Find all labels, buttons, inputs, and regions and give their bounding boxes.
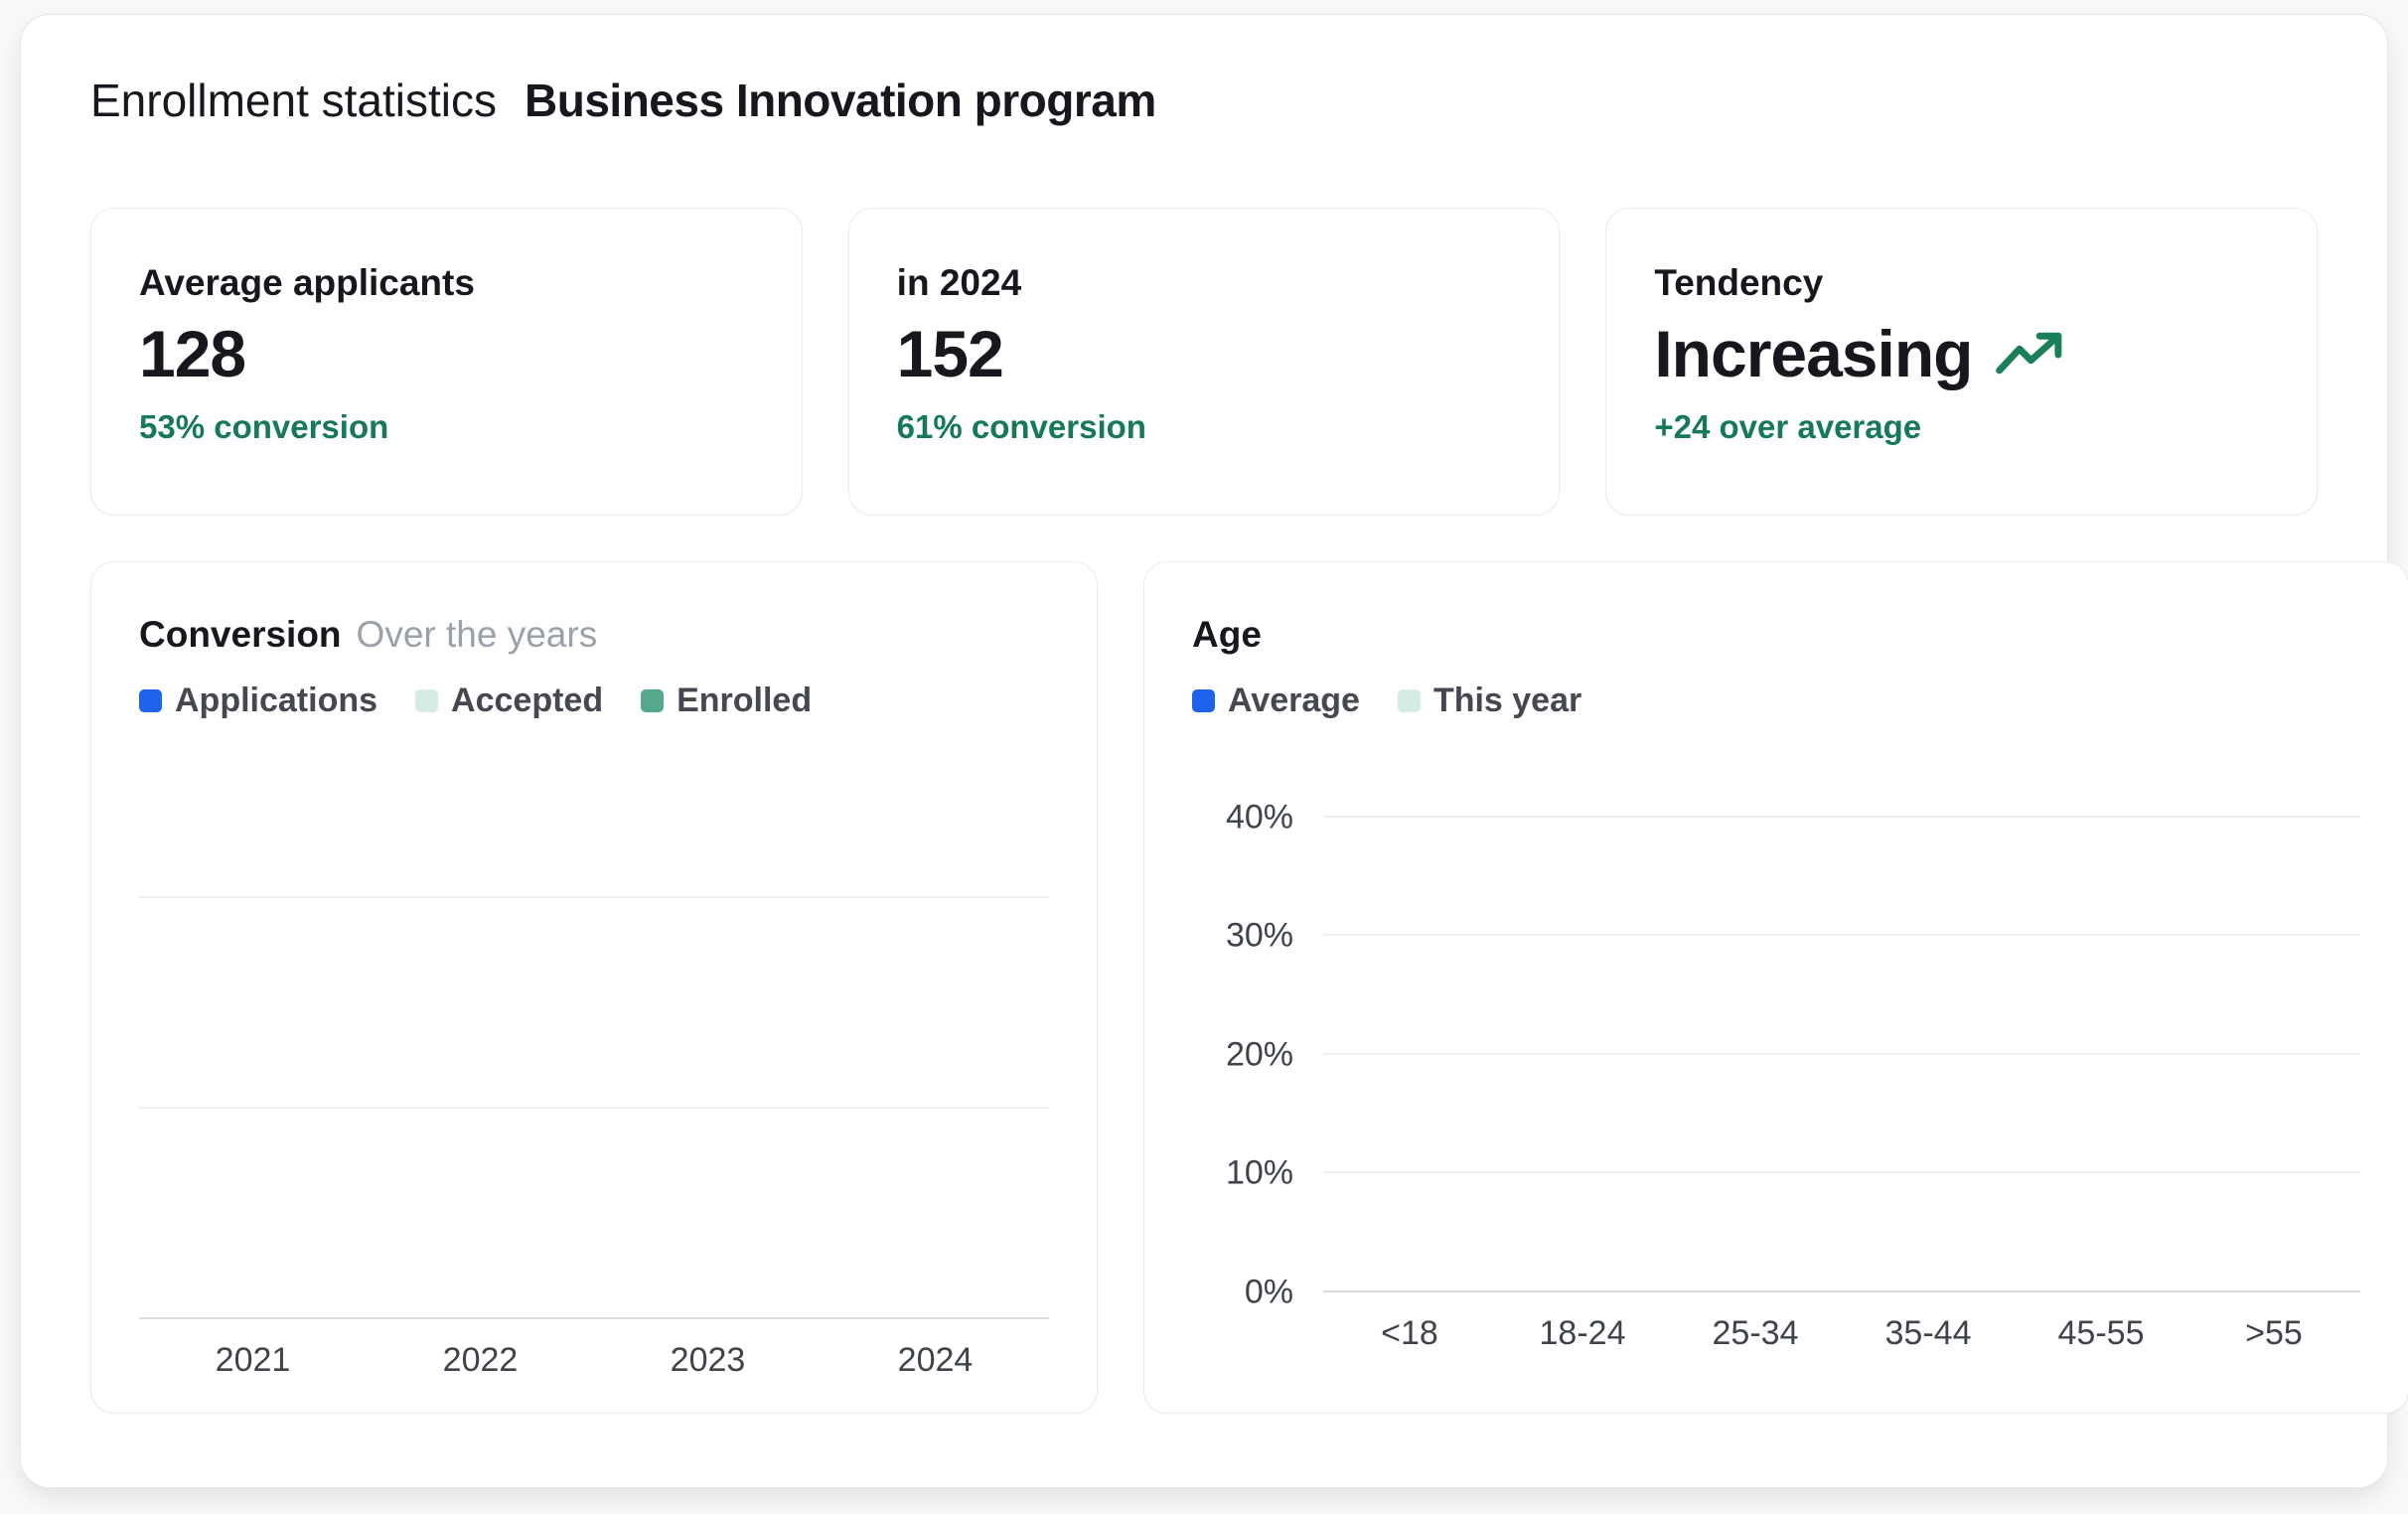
y-axis-label: 30% [1225, 916, 1293, 955]
legend-label: Accepted [451, 681, 604, 719]
dashboard-card: Enrollment statistics Business Innovatio… [20, 14, 2408, 1488]
legend-item: Average [1192, 681, 1360, 720]
x-axis-label: 25-34 [1712, 1314, 1799, 1352]
legend-label: This year [1432, 681, 1582, 719]
stat-value: 128 [139, 317, 246, 390]
bar-groups [1323, 758, 2360, 1292]
legend-item: Accepted [415, 681, 603, 720]
plot-col: 2021 2022 2023 2024 [139, 758, 1049, 1380]
legend-swatch [415, 689, 439, 712]
y-axis-label: 10% [1225, 1153, 1293, 1192]
plot-area [1323, 758, 2360, 1292]
y-axis-label: 0% [1244, 1273, 1293, 1311]
x-axis-label: 2021 [215, 1341, 291, 1379]
plot-col: <18 18-24 25-34 35-44 45-55 >55 [1323, 758, 2360, 1353]
x-axis-labels: 2021 2022 2023 2024 [139, 1341, 1049, 1380]
gridline [139, 1107, 1049, 1110]
legend-swatch [139, 689, 162, 712]
page-title: Enrollment statistics Business Innovatio… [90, 73, 2318, 128]
x-axis-label: 2022 [442, 1341, 519, 1379]
x-axis-label: <18 [1381, 1314, 1438, 1352]
chart-legend: Applications Accepted Enrolled [139, 681, 1049, 720]
x-axis-label: 35-44 [1884, 1314, 1972, 1352]
x-axis-label: 45-55 [2057, 1314, 2145, 1352]
plot-area [139, 758, 1049, 1319]
plot-row: 2021 2022 2023 2024 [139, 758, 1049, 1380]
age-chart-card: Age Average This year 0% 10% 20% 30% 40% <18 1… [1143, 561, 2408, 1414]
chart-subtitle: Over the years [356, 614, 598, 655]
stat-value: 152 [896, 317, 1004, 390]
stat-label: Tendency [1654, 262, 1824, 303]
legend-item: This year [1397, 681, 1582, 720]
x-axis-label: >55 [2245, 1314, 2303, 1352]
chart-head: Age [1192, 614, 2360, 656]
x-axis-line [139, 1317, 1049, 1319]
legend-label: Enrolled [677, 681, 813, 719]
stat-label: Average applicants [139, 262, 475, 303]
chart-title: Conversion [139, 614, 342, 655]
chart-title: Age [1192, 614, 1262, 655]
stat-card-in-2024: in 2024 152 61% conversion [847, 208, 1561, 516]
gridline [139, 896, 1049, 899]
stat-caption: 61% conversion [896, 408, 1146, 446]
gridline [1323, 1171, 2360, 1174]
legend-label: Average [1228, 681, 1360, 719]
chart-legend: Average This year [1192, 681, 2360, 720]
y-axis: 0% 10% 20% 30% 40% [1192, 758, 1323, 1310]
stat-cards-row: Average applicants 128 53% conversion in… [90, 208, 2319, 516]
x-axis-label: 18-24 [1539, 1314, 1626, 1352]
x-axis-labels: <18 18-24 25-34 35-44 45-55 >55 [1323, 1314, 2360, 1353]
y-axis-label: 40% [1225, 798, 1293, 836]
legend-swatch [1397, 689, 1421, 712]
gridline [1323, 815, 2360, 818]
gridline [1323, 1052, 2360, 1055]
legend-swatch [1192, 689, 1215, 712]
stat-label: in 2024 [896, 262, 1022, 303]
x-axis-label: 2024 [897, 1341, 974, 1379]
charts-row: Conversion Over the years Applications Ac… [90, 561, 2408, 1414]
y-axis-label: 20% [1225, 1035, 1293, 1074]
x-axis-label: 2023 [670, 1341, 746, 1379]
gridline [1323, 934, 2360, 937]
page-title-prefix: Enrollment statistics [90, 75, 498, 126]
stat-caption: 53% conversion [139, 408, 389, 446]
legend-item: Applications [139, 681, 377, 720]
conversion-chart-card: Conversion Over the years Applications Ac… [90, 561, 1098, 1414]
x-axis-line [1323, 1290, 2360, 1292]
stat-value: Increasing [1654, 317, 2269, 390]
stat-value-text: Increasing [1654, 317, 1973, 390]
page-title-program: Business Innovation program [525, 75, 1156, 126]
stat-card-average-applicants: Average applicants 128 53% conversion [90, 208, 803, 516]
stat-card-tendency: Tendency Increasing +24 over average [1605, 208, 2319, 516]
chart-head: Conversion Over the years [139, 614, 1049, 656]
stat-caption: +24 over average [1654, 408, 1922, 446]
legend-swatch [641, 689, 665, 712]
plot-row: 0% 10% 20% 30% 40% <18 18-24 25-34 35-44 45-55 >5… [1192, 758, 2360, 1353]
legend-label: Applications [175, 681, 378, 719]
legend-item: Enrolled [641, 681, 812, 720]
bar-groups [139, 758, 1049, 1319]
dashboard-content: Enrollment statistics Business Innovatio… [21, 15, 2408, 1414]
trending-up-icon [1996, 332, 2062, 374]
